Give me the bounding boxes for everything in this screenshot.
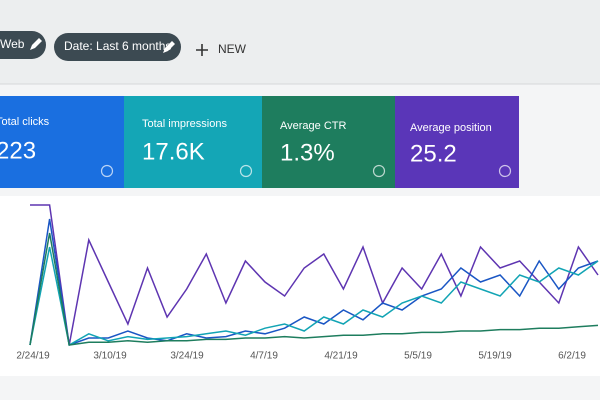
card-value: 1.3% <box>280 139 335 166</box>
card[interactable] <box>395 96 519 188</box>
chart-area <box>0 196 600 376</box>
x-tick-label: 4/21/19 <box>324 351 358 362</box>
chip[interactable] <box>0 31 46 59</box>
help-icon <box>372 164 386 178</box>
card-value: 25.2 <box>410 140 457 167</box>
card-value: 17.6K <box>142 138 205 165</box>
series-line <box>29 232 599 346</box>
card-label: Average position <box>410 122 492 134</box>
new-button[interactable]: NEW <box>218 42 247 56</box>
series-line <box>29 246 599 347</box>
x-tick-label: 2/24/19 <box>16 351 50 362</box>
help-icon <box>100 164 114 178</box>
x-tick-label: 4/7/19 <box>250 351 278 362</box>
x-tick-label: 3/24/19 <box>170 351 204 362</box>
card-label: Total clicks <box>0 116 50 128</box>
x-tick-label: 5/19/19 <box>478 351 512 362</box>
series-line <box>30 204 599 346</box>
x-tick-label: 3/10/19 <box>93 351 127 362</box>
card[interactable] <box>124 96 262 188</box>
plus-icon[interactable] <box>196 44 208 56</box>
series-line <box>29 218 599 347</box>
edit-icon <box>30 38 42 50</box>
chip-label: Date: Last 6 months <box>64 39 171 53</box>
edit-icon <box>163 41 175 53</box>
x-tick-label: 6/2/19 <box>558 351 586 362</box>
card-value: 223 <box>0 137 36 164</box>
card[interactable] <box>0 96 124 188</box>
card[interactable] <box>262 96 395 188</box>
chip-label: Web <box>0 37 25 51</box>
card-label: Total impressions <box>142 118 227 130</box>
help-icon <box>239 164 253 178</box>
chip[interactable] <box>54 33 181 61</box>
card-label: Average CTR <box>280 120 346 132</box>
x-tick-label: 5/5/19 <box>404 351 432 362</box>
help-icon <box>498 164 512 178</box>
